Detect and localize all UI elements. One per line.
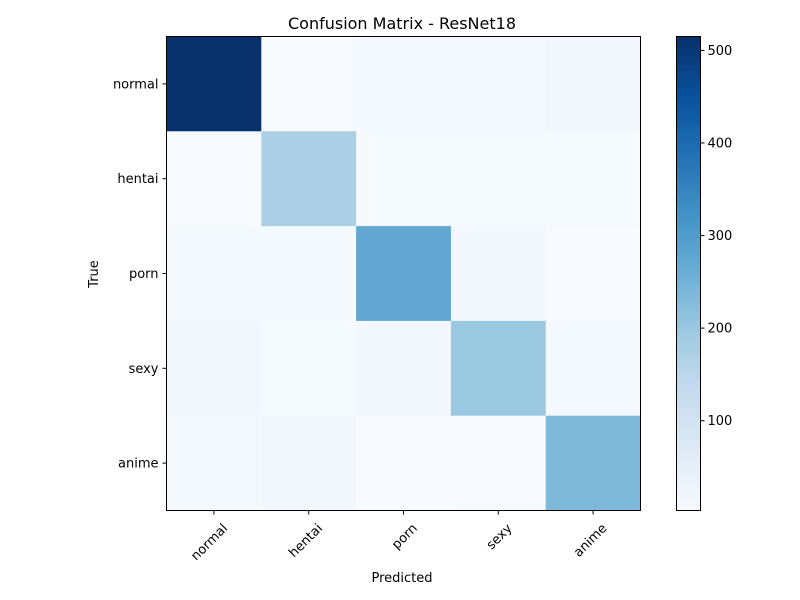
x-tick-label: anime (571, 521, 610, 560)
heatmap-cell-hentai-hentai (261, 131, 357, 227)
heatmap-cell-sexy-porn (356, 320, 452, 417)
colorbar-tick-label: 200 (708, 322, 733, 337)
heatmap-cell-anime-anime (545, 415, 641, 511)
heatmap-cell-sexy-hentai (261, 320, 357, 417)
x-tick-label: porn (389, 521, 421, 553)
heatmap-cell-porn-sexy (450, 226, 547, 322)
x-tick-label: normal (188, 521, 231, 564)
y-axis-label: True (87, 260, 102, 289)
y-axis-ticks: normal hentai porn sexy anime (113, 77, 167, 472)
heatmap-cell-porn-porn (356, 226, 452, 322)
colorbar-ticks: 100 200 300 400 500 (700, 44, 733, 429)
y-tick-label: sexy (129, 362, 159, 377)
heatmap-cell-normal-hentai (261, 36, 357, 132)
heatmap-cell-sexy-normal (166, 320, 262, 417)
heatmap-cell-normal-porn (356, 36, 452, 132)
heatmap-cell-porn-hentai (261, 226, 357, 322)
heatmap-cell-porn-normal (166, 226, 262, 322)
x-axis-ticks: normal hentai porn sexy anime (188, 510, 610, 564)
heatmap-cell-anime-sexy (450, 415, 547, 511)
heatmap-cell-anime-porn (356, 415, 452, 511)
heatmap-cell-hentai-sexy (450, 131, 547, 227)
heatmap-cell-hentai-normal (166, 131, 262, 227)
y-tick-label: normal (113, 77, 159, 92)
chart-title: Confusion Matrix - ResNet18 (288, 14, 516, 33)
heatmap-cell-sexy-sexy (450, 320, 547, 417)
y-tick-label: hentai (117, 172, 158, 187)
x-tick-label: hentai (286, 521, 326, 561)
heatmap-cell-normal-normal (166, 36, 262, 132)
heatmap-cell-normal-sexy (450, 36, 547, 132)
heatmap-cell-sexy-anime (545, 320, 641, 417)
colorbar-tick-label: 100 (708, 414, 733, 429)
heatmap-cell-hentai-anime (545, 131, 641, 227)
colorbar (676, 36, 701, 511)
heatmap-cell-normal-anime (545, 36, 641, 132)
y-tick-label: anime (118, 457, 158, 472)
x-axis-label: Predicted (371, 571, 432, 586)
heatmap-cell-hentai-porn (356, 131, 452, 227)
heatmap-cells (166, 36, 641, 511)
colorbar-tick-label: 500 (708, 44, 733, 59)
x-tick-label: sexy (484, 521, 516, 553)
heatmap-cell-porn-anime (545, 226, 641, 322)
colorbar-tick-label: 400 (708, 136, 733, 151)
y-tick-label: porn (129, 267, 159, 282)
heatmap-cell-anime-hentai (261, 415, 357, 511)
colorbar-tick-label: 300 (708, 229, 733, 244)
heatmap-cell-anime-normal (166, 415, 262, 511)
